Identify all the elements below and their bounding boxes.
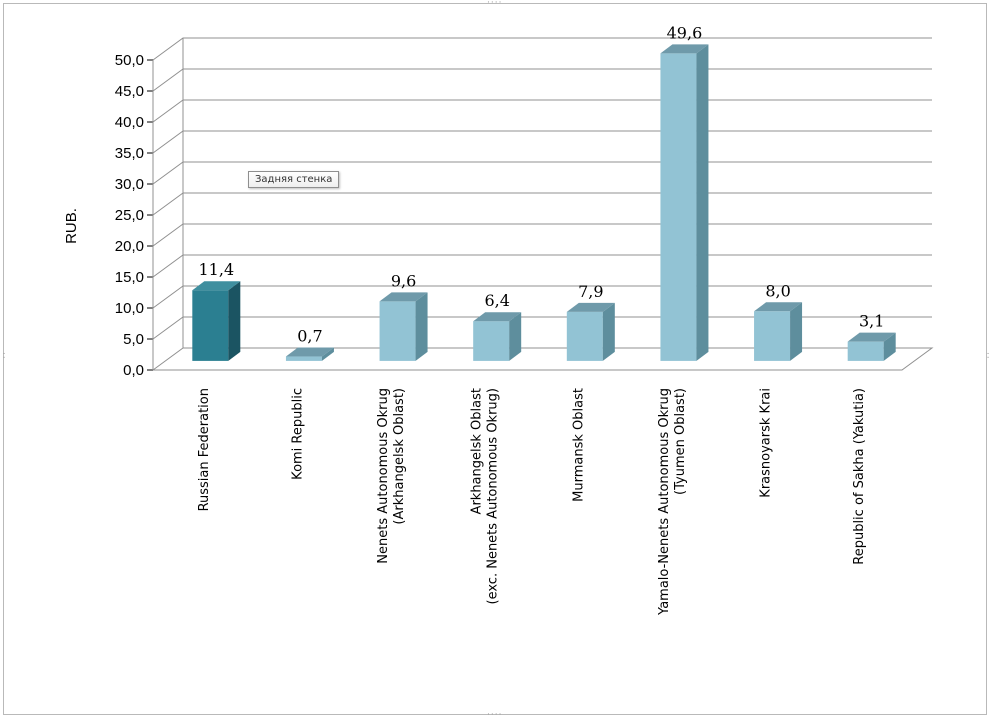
gridline xyxy=(152,37,932,61)
bar-top xyxy=(379,292,428,302)
bar-front xyxy=(847,341,884,361)
y-tick-label: 40,0 xyxy=(115,114,144,131)
gridlines xyxy=(151,37,934,371)
x-axis-ticks: Russian Federation Komi Republic Nenets Au… xyxy=(197,388,867,616)
x-tick-label: Yamalo-Nenets Autonomous Okrug(Tyumen Ob… xyxy=(657,388,688,616)
bars xyxy=(192,44,896,361)
bar xyxy=(473,312,522,361)
bar-top xyxy=(192,281,241,291)
bar-top xyxy=(847,332,896,342)
data-label: 6,4 xyxy=(484,291,509,310)
chart-floor xyxy=(151,347,934,371)
y-tick-label: 30,0 xyxy=(115,176,144,193)
y-tick-label: 15,0 xyxy=(115,269,144,286)
bar-front xyxy=(379,301,416,361)
bar-front xyxy=(754,311,791,361)
y-tick-label: 50,0 xyxy=(115,52,144,69)
bar-front xyxy=(473,321,510,361)
bar-front xyxy=(285,356,322,361)
y-tick-label: 45,0 xyxy=(115,83,144,100)
bar-top xyxy=(754,302,803,312)
bar-top xyxy=(473,312,522,322)
gridline xyxy=(152,192,932,216)
bar-front xyxy=(660,53,697,361)
bar xyxy=(285,347,334,361)
y-tick-label: 5,0 xyxy=(123,331,144,348)
y-tick-label: 20,0 xyxy=(115,238,144,255)
data-labels: 11,4 0,7 9,6 6,4 7,9 49,6 8,0 3,1 xyxy=(199,23,885,345)
bar xyxy=(192,281,241,361)
gridline xyxy=(152,223,932,247)
bar-top xyxy=(285,347,334,357)
bar-side xyxy=(696,44,709,361)
resize-handle-left[interactable]: ·· xyxy=(0,352,8,360)
bar-side xyxy=(790,302,803,361)
y-tick-label: 35,0 xyxy=(115,145,144,162)
y-axis-label: RUB. xyxy=(63,208,80,244)
y-tick-label: 10,0 xyxy=(115,300,144,317)
y-tick-label: 0,0 xyxy=(123,362,144,379)
bar-side xyxy=(415,292,428,361)
gridline xyxy=(152,316,932,340)
data-label: 7,9 xyxy=(578,282,603,301)
y-tick-label: 25,0 xyxy=(115,207,144,224)
bar-side xyxy=(228,281,241,361)
x-tick-label: Nenets Autonomous Okrug(Arkhangelsk Obla… xyxy=(376,388,407,564)
gridline xyxy=(152,68,932,92)
bar-top xyxy=(660,44,709,54)
bar xyxy=(660,44,709,361)
x-tick-label: Arkhangelsk Oblast(exc. Nenets Autonomou… xyxy=(470,388,501,605)
resize-handle-top[interactable]: ···· xyxy=(487,0,503,8)
y-axis-ticks: 0,0 5,0 10,0 15,0 20,0 25,0 30,0 35,0 40,0 45,0 50… xyxy=(115,52,902,379)
bar xyxy=(754,302,803,361)
gridline xyxy=(152,99,932,123)
bar-top xyxy=(566,302,615,312)
data-label: 9,6 xyxy=(391,271,416,290)
bar-side xyxy=(509,312,522,361)
data-label: 49,6 xyxy=(667,23,703,42)
x-tick-label: Komi Republic xyxy=(290,388,305,480)
x-tick-label: Russian Federation xyxy=(197,388,212,511)
x-tick-label: Krasnoyarsk Krai xyxy=(759,388,774,498)
data-label: 0,7 xyxy=(297,327,322,346)
bar xyxy=(566,302,615,361)
resize-handle-right[interactable]: ·· xyxy=(982,352,992,360)
gridline xyxy=(152,130,932,154)
bar-side xyxy=(602,302,615,361)
bar-side xyxy=(321,347,334,361)
bar xyxy=(847,332,896,361)
bar xyxy=(379,292,428,361)
data-label: 8,0 xyxy=(765,281,790,300)
gridline xyxy=(152,285,932,309)
bar-side xyxy=(883,332,896,361)
gridline xyxy=(152,254,932,278)
x-tick-label: Republic of Sakha (Yakutia) xyxy=(852,388,867,565)
bar-front xyxy=(566,311,603,361)
bar-front xyxy=(192,290,229,361)
data-label: 3,1 xyxy=(859,312,884,331)
tooltip: Задняя стенка xyxy=(248,171,340,188)
data-label: 11,4 xyxy=(199,260,235,279)
x-tick-label: Murmansk Oblast xyxy=(571,388,586,502)
resize-handle-bottom[interactable]: ···· xyxy=(487,710,503,720)
